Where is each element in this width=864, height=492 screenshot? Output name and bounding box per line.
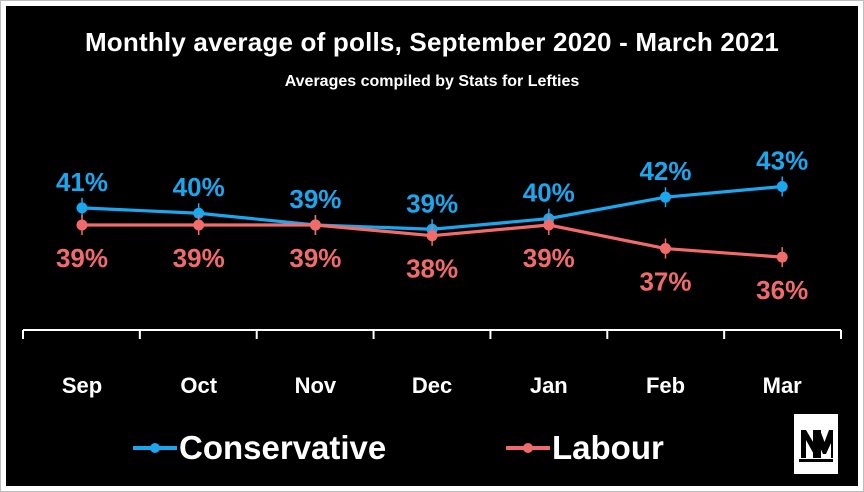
data-point-labour: [193, 219, 205, 231]
data-label-labour: 39%: [173, 243, 225, 273]
nm-logo-icon: [794, 414, 838, 474]
legend-label-conservative: Conservative: [179, 429, 387, 466]
data-point-labour: [426, 230, 438, 242]
legend-swatch-labour: [506, 426, 550, 470]
x-tick-label: Mar: [763, 373, 803, 398]
data-label-conservative: 39%: [289, 184, 341, 214]
legend-swatch-conservative: [133, 426, 177, 470]
data-label-conservative: 40%: [173, 172, 225, 202]
x-tick-label: Nov: [295, 373, 337, 398]
legend-marker-labour: [523, 443, 533, 453]
data-point-conservative: [193, 207, 205, 219]
data-label-labour: 38%: [406, 254, 458, 284]
data-label-conservative: 43%: [756, 145, 808, 175]
data-label-labour: 39%: [523, 243, 575, 273]
data-label-conservative: 40%: [523, 178, 575, 208]
data-label-labour: 39%: [56, 243, 108, 273]
legend-marker-conservative: [150, 443, 160, 453]
data-point-labour: [660, 243, 671, 255]
legend-item-conservative: Conservative: [133, 426, 386, 470]
data-point-labour: [543, 219, 555, 231]
x-tick-label: Dec: [412, 373, 452, 398]
data-label-labour: 39%: [289, 243, 341, 273]
x-tick-label: Oct: [180, 373, 217, 398]
x-tick-label: Feb: [646, 373, 685, 398]
chart-title: Monthly average of polls, September 2020…: [84, 27, 780, 57]
x-tick-label: Jan: [530, 373, 568, 398]
legend-label-labour: Labour: [552, 429, 664, 466]
x-tick-label: Sep: [62, 373, 102, 398]
data-point-conservative: [76, 202, 88, 214]
data-point-labour: [776, 251, 788, 263]
legend: Conservative Labour: [6, 426, 858, 470]
chart-subtitle: Averages compiled by Stats for Lefties: [284, 73, 580, 90]
data-point-labour: [76, 219, 88, 231]
data-label-conservative: 41%: [56, 167, 108, 197]
nm-logo-mark: [799, 426, 833, 462]
data-label-labour: 37%: [639, 267, 691, 297]
data-label-conservative: 42%: [639, 156, 691, 186]
legend-item-labour: Labour: [506, 426, 664, 470]
data-point-conservative: [776, 180, 788, 192]
data-point-conservative: [660, 191, 671, 203]
data-label-labour: 36%: [756, 275, 808, 305]
data-point-labour: [309, 219, 321, 231]
line-chart: Sep Oct Nov Dec Jan Feb Mar 41% 40% 39% 39% 40% 42% 4…: [22, 145, 842, 398]
chart-panel: Monthly average of polls, September 2020…: [6, 6, 858, 486]
data-label-conservative: 39%: [406, 188, 458, 218]
